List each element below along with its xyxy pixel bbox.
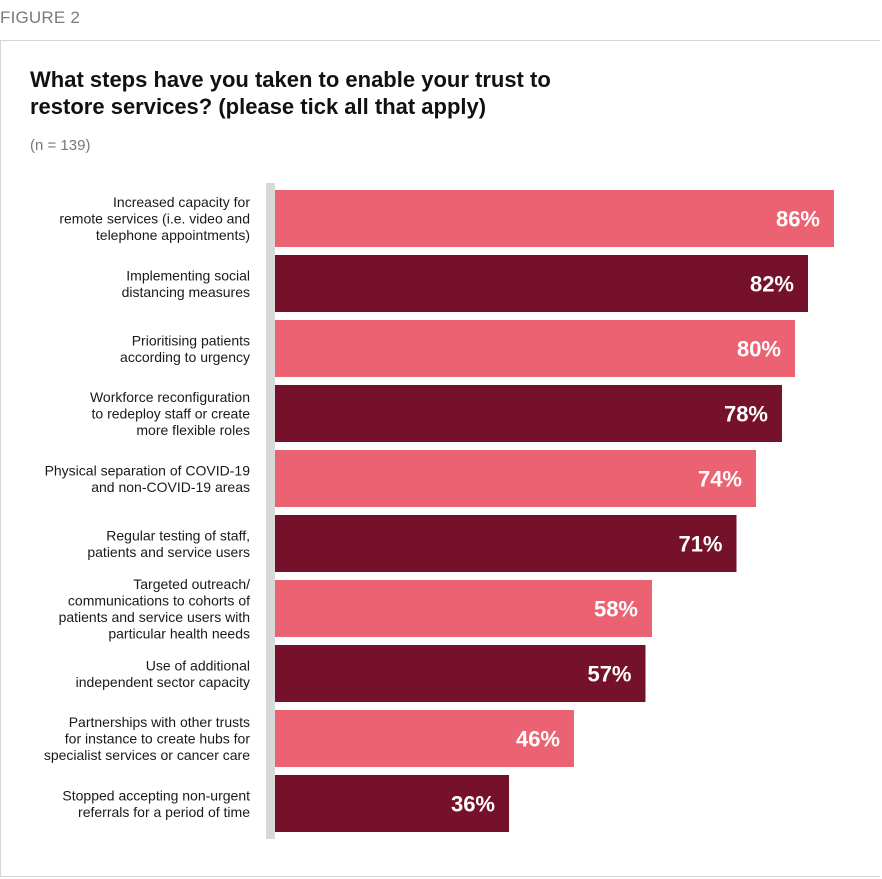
bar-5 <box>275 450 756 507</box>
value-label-10: 36% <box>451 792 495 817</box>
value-label-6: 71% <box>678 532 722 557</box>
value-label-1: 86% <box>776 207 820 232</box>
category-label-line: specialist services or cancer care <box>44 747 250 763</box>
category-label-line: Partnerships with other trusts <box>69 714 250 730</box>
category-label-line: Use of additional <box>146 657 250 673</box>
category-label-line: and non-COVID-19 areas <box>91 479 250 495</box>
category-label-line: telephone appointments) <box>96 227 250 243</box>
chart-title: What steps have you taken to enable your… <box>30 67 551 119</box>
value-label-7: 58% <box>594 597 638 622</box>
category-label-8: Use of additional independent sector capa… <box>76 657 250 690</box>
value-label-4: 78% <box>724 402 768 427</box>
category-label-line: distancing measures <box>122 284 250 300</box>
value-label-8: 57% <box>587 662 631 687</box>
category-label-line: Prioritising patients <box>132 332 250 348</box>
category-label-6: Regular testing of staff, patients and se… <box>87 527 250 560</box>
value-label-3: 80% <box>737 337 781 362</box>
category-label-line: patients and service users <box>87 544 250 560</box>
bar-3 <box>275 320 795 377</box>
category-label-line: patients and service users with <box>59 609 250 625</box>
bar-4 <box>275 385 782 442</box>
bar-9 <box>275 710 574 767</box>
category-label-4: Workforce reconfiguration to redeploy sta… <box>90 389 250 438</box>
category-label-line: Physical separation of COVID-19 <box>45 462 251 478</box>
category-label-line: Stopped accepting non-urgent <box>62 787 250 803</box>
bar-6 <box>275 515 737 572</box>
category-label-line: according to urgency <box>120 349 250 365</box>
category-label-line: independent sector capacity <box>76 674 250 690</box>
figure-label: FIGURE 2 <box>0 8 81 27</box>
chart-panel <box>0 40 880 877</box>
category-label-7: Targeted outreach/communications to coho… <box>59 576 251 642</box>
bar-10 <box>275 775 509 832</box>
value-label-5: 74% <box>698 467 742 492</box>
bar-2 <box>275 255 808 312</box>
category-label-line: Regular testing of staff, <box>106 527 250 543</box>
category-label-line: Workforce reconfiguration <box>90 389 250 405</box>
value-label-9: 46% <box>516 727 560 752</box>
category-label-line: communications to cohorts of <box>68 592 250 608</box>
chart-subtitle: (n = 139) <box>30 137 91 154</box>
category-label-10: Stopped accepting non-urgent referrals fo… <box>62 787 250 820</box>
axis-baseline <box>266 183 275 839</box>
value-label-2: 82% <box>750 272 794 297</box>
category-label-line: more flexible roles <box>136 422 250 438</box>
category-label-line: for instance to create hubs for <box>65 731 251 747</box>
category-label-line: to redeploy staff or create <box>92 406 251 422</box>
category-label-5: Physical separation of COVID-19 and non-C… <box>45 462 251 495</box>
category-label-line: referrals for a period of time <box>78 804 250 820</box>
category-label-line: particular health needs <box>108 625 250 641</box>
category-label-3: Prioritising patients according to urgenc… <box>120 332 250 365</box>
bar-8 <box>275 645 646 702</box>
category-label-9: Partnerships with other trusts for instan… <box>44 714 251 763</box>
category-label-2: Implementing social distancing measures <box>122 267 250 300</box>
category-label-line: Implementing social <box>126 267 250 283</box>
category-label-line: Increased capacity for <box>113 194 250 210</box>
category-label-line: Targeted outreach/ <box>133 576 250 592</box>
bars-group: 86% Increased capacity for remote services… <box>44 190 834 832</box>
bar-7 <box>275 580 652 637</box>
category-label-line: remote services (i.e. video and <box>59 211 250 227</box>
bar-1 <box>275 190 834 247</box>
category-label-1: Increased capacity for remote services (i… <box>59 194 250 243</box>
